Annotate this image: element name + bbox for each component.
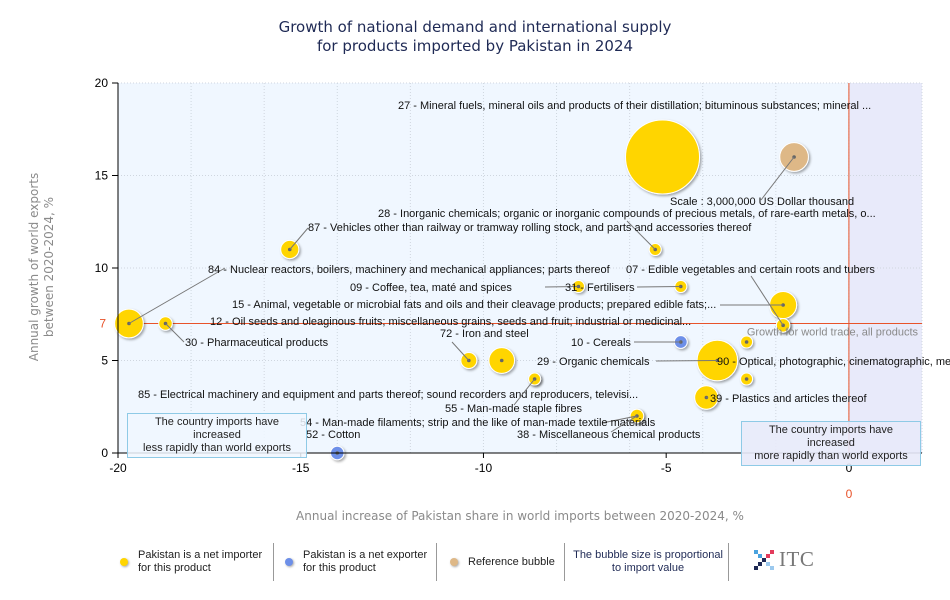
quadrant-note-left-line-1: The country imports have increased [154,416,280,441]
leader-line [451,341,470,361]
x-axis-label: Annual increase of Pakistan share in wor… [296,509,744,523]
y-tick-label: 10 [95,261,109,275]
legend-item-reference: Reference bubble [450,542,555,582]
bubble-label-10: 10 - Cereals [571,337,631,349]
y-axis-label-line-2: between 2020-2024, % [42,196,56,338]
chart-title-line-1: Growth of national demand and internatio… [278,18,672,36]
x-reference-label: 0 [846,487,853,501]
leader-line [289,227,309,250]
legend-divider [273,543,274,581]
bubble-label-30: 30 - Pharmaceutical products [185,337,329,349]
y-tick-label: 20 [95,76,109,90]
bubble-label-REF: Scale : 3,000,000 US Dollar thousand [670,196,854,208]
x-tick-label: -5 [661,461,672,475]
y-tick-label: 15 [95,169,109,183]
world-growth-reference-text: Growth for world trade, all products [747,327,919,339]
bubble-label-85: 85 - Electrical machinery and equipment … [138,389,638,401]
bubble-label-54: 54 - Man-made filaments; strip and the l… [300,417,656,429]
leader-line [544,286,579,288]
x-tick-label: 0 [846,461,853,475]
bubble-label-09: 09 - Coffee, tea, maté and spices [350,282,512,294]
y-reference-label: 7 [99,317,106,331]
yellow-dot-icon [120,558,128,566]
legend-label: for this product [138,562,211,574]
legend-label: Reference bubble [468,555,555,568]
legend-item-net-importer: Pakistan is a net importer for this prod… [120,542,262,582]
legend-label: for this product [303,562,376,574]
x-tick-label: -10 [475,461,493,475]
bubble-label-38: 38 - Miscellaneous chemical products [517,429,701,441]
bubble-X2 [740,372,754,386]
leader-line [655,360,718,362]
leader-line [513,378,536,406]
x-tick-label: -15 [292,461,310,475]
bubble-90 [740,335,754,349]
bubble-label-28: 28 - Inorganic chemicals; organic or ino… [378,208,876,220]
leader-line [610,415,638,433]
y-tick-label: 5 [101,354,108,368]
bubble-label-72: 72 - Iron and steel [440,328,529,340]
bubble-center-dot [744,377,749,381]
quadrant-note-left: The country imports have increased less … [127,413,307,458]
quadrant-note-right-line-1: The country imports have increased [768,424,894,449]
bubble-REF [779,142,809,172]
quadrant-note-right: The country imports have increased more … [741,421,921,466]
x-tick-label: -20 [109,461,127,475]
bubble-label-31: 31 - Fertilisers [565,282,635,294]
quadrant-note-left-line-2: less rapidly than world exports [143,442,291,454]
leader-line [128,267,226,324]
itc-logo-text: ITC [779,547,815,571]
bubble-label-07: 07 - Edible vegetables and certain roots… [626,264,875,276]
bubble-27 [625,119,701,195]
itc-logo[interactable]: ITC [752,547,814,572]
bubble-label-87: 87 - Vehicles other than railway or tram… [308,222,752,234]
leader-line [750,275,784,326]
bubble-center-dot [744,340,749,344]
bubble-label-55: 55 - Man-made staple fibres [445,403,582,415]
bubble-label-29: 29 - Organic chemicals [537,356,650,368]
legend-label: Pakistan is a net exporter [303,549,428,561]
bubble-label-90: 90 - Optical, photographic, cinematograp… [717,356,950,368]
leader-line [626,220,656,250]
legend-label: Pakistan is a net importer [138,549,263,561]
chart-title-line-2: for products imported by Pakistan in 202… [316,37,634,55]
blue-dot-icon [285,558,293,566]
y-axis-label-line-1: Annual growth of world exports [27,172,41,362]
legend-size-note: The bubble size is proportional to impor… [570,542,726,582]
chart-title: Growth of national demand and internatio… [0,18,950,56]
bubble-label-15: 15 - Animal, vegetable or microbial fats… [232,299,716,311]
legend-size-note-line-2: to import value [611,562,685,574]
legend-divider [436,543,437,581]
legend-divider [564,543,565,581]
plot-area-right [848,83,922,453]
bubble-X1 [488,347,516,374]
bubble-label-39: 39 - Plastics and articles thereof [710,393,867,405]
bubble-label-52: 52 - Cotton [306,429,360,441]
bubble-label-84: 84 - Nuclear reactors, boilers, machiner… [208,264,611,276]
legend-divider [728,543,729,581]
bubble-circle [625,119,701,195]
bubble-center-dot [499,358,504,363]
bubble-label-12: 12 - Oil seeds and oleaginous fruits; mi… [210,316,691,328]
leader-line [601,415,638,424]
leader-line [706,397,709,399]
quadrant-note-right-line-2: more rapidly than world exports [754,450,908,462]
legend-item-net-exporter: Pakistan is a net exporter for this prod… [285,542,427,582]
y-tick-label: 0 [101,446,108,460]
itc-logo-icon [754,549,774,570]
leader-line [165,323,185,343]
tan-dot-icon [450,558,458,566]
leader-line [636,286,681,288]
bubble-label-27: 27 - Mineral fuels, mineral oils and pro… [398,100,871,112]
y-axis-label: Annual growth of world exports between 2… [27,137,57,397]
legend-size-note-line-1: The bubble size is proportional [573,549,723,561]
leader-line [760,156,795,201]
